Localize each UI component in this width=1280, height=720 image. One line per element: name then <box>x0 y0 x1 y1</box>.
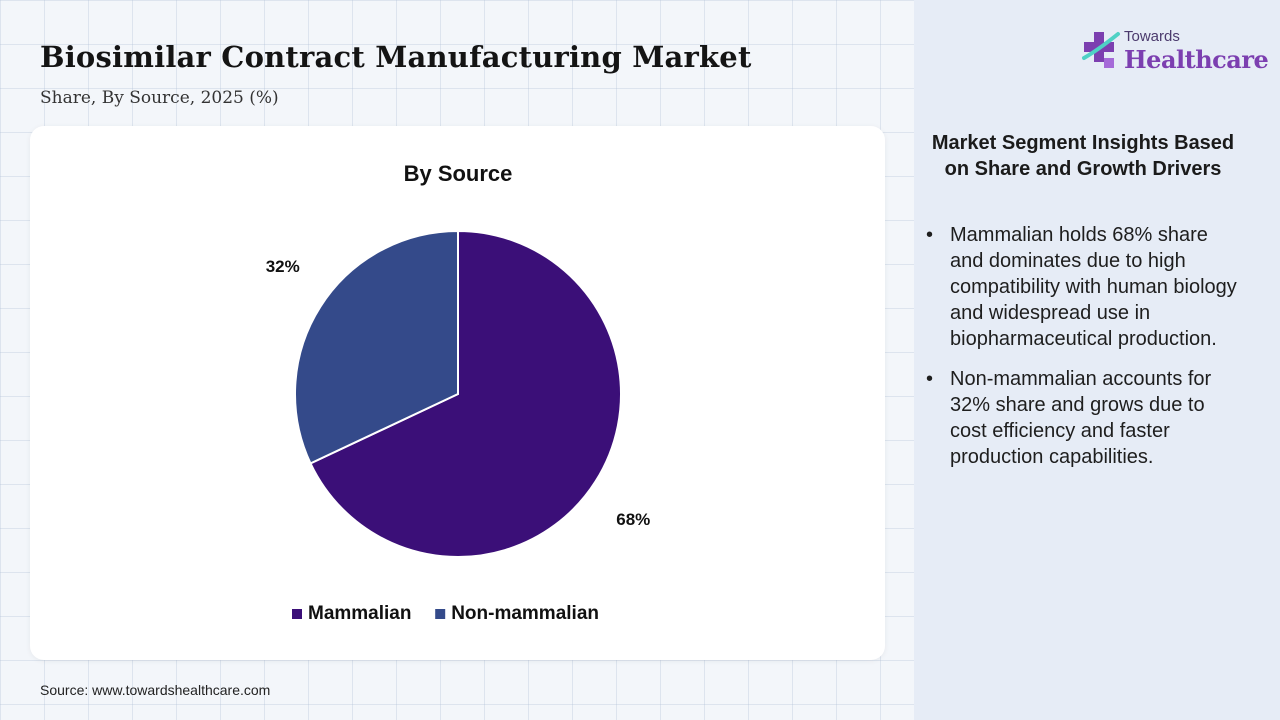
insight-item: • Non-mammalian accounts for 32% share a… <box>924 366 1242 470</box>
pie-data-label: 32% <box>266 257 300 276</box>
page-subtitle: Share, By Source, 2025 (%) <box>40 88 279 108</box>
source-note: Source: www.towardshealthcare.com <box>40 682 271 698</box>
logo-text-top: Towards <box>1124 28 1180 45</box>
pie-data-label: 68% <box>616 510 650 529</box>
legend-swatch <box>435 609 446 619</box>
bullet-icon: • <box>926 368 934 390</box>
insight-text: Mammalian holds 68% share and dominates … <box>950 224 1237 350</box>
pie-slices <box>294 229 622 558</box>
brand-logo: Towards Healthcare <box>1080 28 1269 78</box>
bullet-icon: • <box>926 224 934 246</box>
logo-text-main: Healthcare <box>1124 45 1269 74</box>
pie-slice-mammalian <box>309 229 622 558</box>
legend-swatch <box>292 609 302 619</box>
pie-chart: By Source 68% 32% Mammalian Non-mammalian <box>266 161 651 624</box>
chart-legend: Mammalian Non-mammalian <box>292 603 599 624</box>
page-title: Biosimilar Contract Manufacturing Market <box>40 40 752 74</box>
medical-cross-icon <box>1082 32 1120 68</box>
insights-panel <box>914 0 1280 720</box>
legend-label: Mammalian <box>308 603 411 624</box>
chart-title: By Source <box>404 161 513 186</box>
insights-list: • Mammalian holds 68% share and dominate… <box>924 222 1242 484</box>
legend-label: Non-mammalian <box>451 603 599 624</box>
insight-text: Non-mammalian accounts for 32% share and… <box>950 368 1212 468</box>
insights-title: Market Segment Insights Based on Share a… <box>931 132 1235 180</box>
pie-slice-non-mammalian <box>294 229 459 465</box>
pie-labels: 68% 32% <box>266 257 651 529</box>
insight-item: • Mammalian holds 68% share and dominate… <box>924 222 1242 352</box>
chart-card: By Source 68% 32% Mammalian Non-mammalian <box>30 126 885 660</box>
